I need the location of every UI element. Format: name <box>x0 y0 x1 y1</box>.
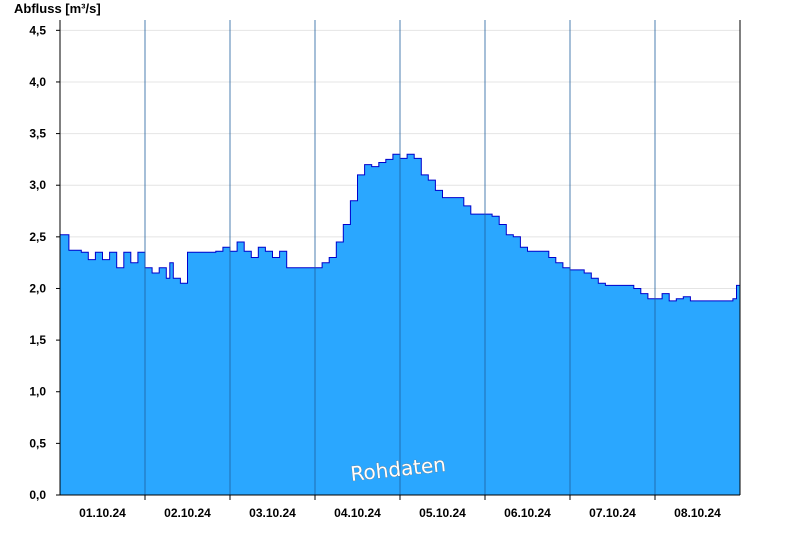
discharge-line <box>60 153 741 302</box>
y-tick-label: 1,5 <box>29 333 46 347</box>
x-tick-label: 03.10.24 <box>249 506 296 520</box>
x-tick-label: 02.10.24 <box>164 506 211 520</box>
day-separators <box>144 20 656 495</box>
x-tick-label: 04.10.24 <box>334 506 381 520</box>
x-ticks: 01.10.24 02.10.24 03.10.24 04.10.24 05.10.24… <box>79 495 721 520</box>
y-tick-label: 3,0 <box>29 178 46 192</box>
x-tick-label: 01.10.24 <box>79 506 126 520</box>
x-tick-label: 06.10.24 <box>504 506 551 520</box>
y-ticks: 0,0 0,5 1,0 1,5 2,0 2,5 3,0 3,5 4,0 4,5 <box>29 23 60 502</box>
y-tick-label: 3,5 <box>29 127 46 141</box>
x-tick-label: 05.10.24 <box>419 506 466 520</box>
y-tick-label: 2,5 <box>29 230 46 244</box>
y-tick-label: 0,5 <box>29 436 46 450</box>
y-tick-label: 4,0 <box>29 75 46 89</box>
x-tick-label: 08.10.24 <box>674 506 721 520</box>
y-axis-label: Abfluss [m³/s] <box>14 1 101 16</box>
y-tick-label: 2,0 <box>29 281 46 295</box>
x-tick-label: 07.10.24 <box>589 506 636 520</box>
y-tick-label: 1,0 <box>29 385 46 399</box>
y-tick-label: 4,5 <box>29 23 46 37</box>
y-tick-label: 0,0 <box>29 488 46 502</box>
